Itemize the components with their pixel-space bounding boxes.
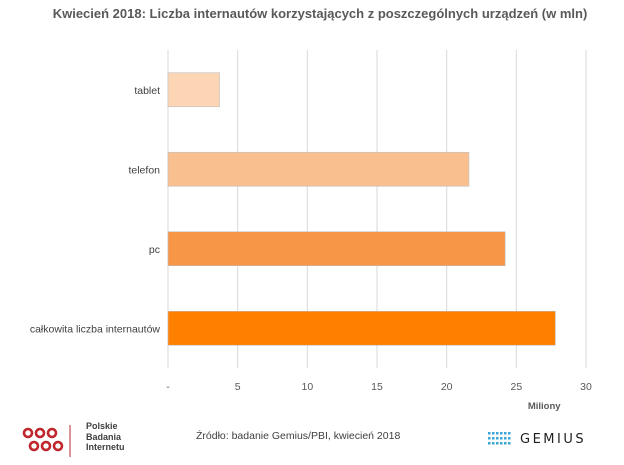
x-tick-label: - (166, 381, 170, 393)
chart-title: Kwiecień 2018: Liczba internautów korzys… (52, 6, 588, 21)
pbi-line-2: Badania (86, 431, 122, 442)
pbi-line-1: Polskie (86, 421, 118, 431)
x-tick-label: 30 (580, 381, 592, 393)
source-note: Źródło: badanie Gemius/PBI, kwiecień 201… (196, 430, 401, 442)
category-label: całkowita liczba internautów (30, 323, 161, 335)
x-tick-label: 15 (371, 381, 383, 393)
category-label: telefon (128, 164, 160, 176)
bar-4 (167, 310, 556, 346)
bar-1 (167, 72, 220, 108)
category-label: tablet (134, 85, 160, 97)
pbi-logo-icon (22, 425, 71, 457)
bar-chart: - 5 10 15 20 25 30 Miliony tablet telefon pc całkow… (30, 50, 592, 412)
bar-3 (167, 231, 506, 267)
x-axis-label: Miliony (528, 401, 561, 412)
gemius-dots-icon (488, 432, 511, 445)
pbi-line-3: Internetu (86, 442, 125, 452)
category-label: pc (149, 244, 160, 256)
pbi-logo (18, 422, 138, 460)
gemius-brand: GEMIUS (520, 431, 587, 447)
x-tick-label: 5 (235, 381, 241, 393)
x-tick-label: 10 (301, 381, 313, 393)
x-tick-label: 25 (510, 381, 522, 393)
gemius-logo: GEMIUS (488, 431, 586, 447)
bar-2 (167, 151, 470, 187)
pbi-name: Polskie Badania Internetu (86, 421, 125, 453)
x-tick-label: 20 (441, 381, 453, 393)
